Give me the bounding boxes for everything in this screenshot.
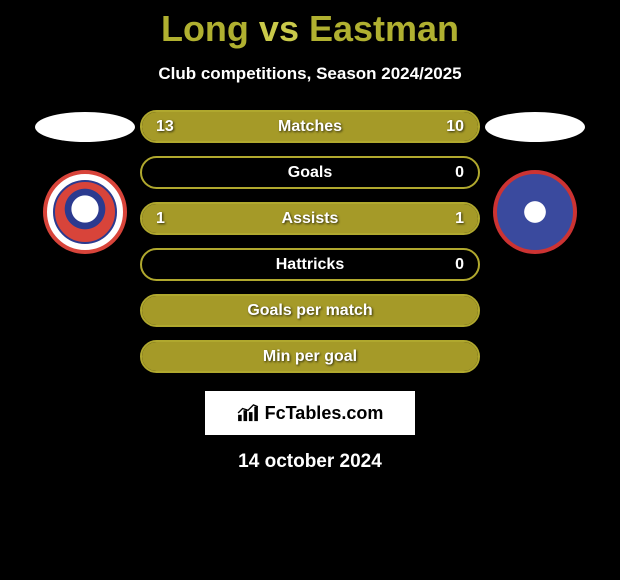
stat-label: Assists	[282, 210, 339, 228]
player1-name: Long	[161, 8, 249, 49]
stat-bar: Goals per match	[140, 294, 480, 327]
stat-bar: 1 Assists 1	[140, 202, 480, 235]
stat-label: Goals per match	[247, 302, 372, 320]
player2-club-badge	[493, 170, 577, 254]
stat-bar: Hattricks 0	[140, 248, 480, 281]
player2-name: Eastman	[309, 8, 459, 49]
left-column	[30, 110, 140, 254]
player2-photo	[485, 112, 585, 142]
stat-value-left: 13	[156, 118, 174, 136]
player1-photo	[35, 112, 135, 142]
stat-value-right: 0	[455, 164, 464, 182]
badge-left-inner	[53, 180, 117, 244]
chart-icon	[237, 404, 259, 422]
stat-value-right: 10	[446, 118, 464, 136]
subtitle: Club competitions, Season 2024/2025	[158, 64, 461, 84]
watermark: FcTables.com	[205, 391, 415, 435]
stat-value-left: 1	[156, 210, 165, 228]
date: 14 october 2024	[238, 451, 382, 473]
player1-club-badge	[43, 170, 127, 254]
stats-bars: 13Matches10Goals01Assists1Hattricks0Goal…	[140, 110, 480, 373]
stat-label: Min per goal	[263, 348, 357, 366]
stat-bar: Goals 0	[140, 156, 480, 189]
stat-label: Goals	[288, 164, 332, 182]
page-title: Long vs Eastman	[161, 8, 459, 50]
watermark-text: FcTables.com	[265, 403, 384, 424]
stat-value-right: 1	[455, 210, 464, 228]
main-row: 13Matches10Goals01Assists1Hattricks0Goal…	[0, 110, 620, 373]
right-column	[480, 110, 590, 254]
stat-label: Matches	[278, 118, 342, 136]
stat-bar: 13 Matches 10	[140, 110, 480, 143]
comparison-card: Long vs Eastman Club competitions, Seaso…	[0, 0, 620, 473]
stat-label: Hattricks	[276, 256, 344, 274]
stat-bar: Min per goal	[140, 340, 480, 373]
badge-right-inner	[505, 182, 565, 242]
stat-value-right: 0	[455, 256, 464, 274]
vs-text: vs	[249, 8, 309, 49]
